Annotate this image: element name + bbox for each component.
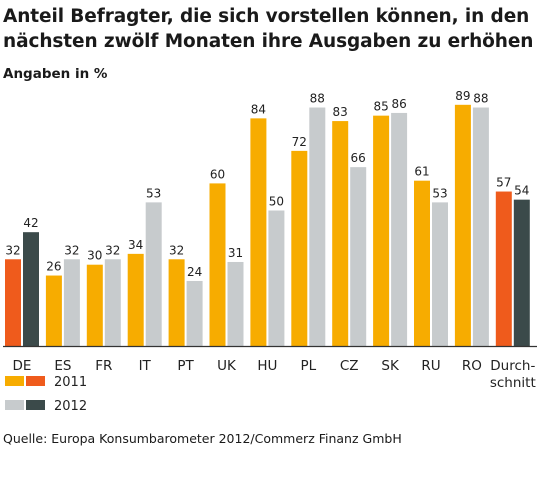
value-label-2012-ro: 88 <box>473 92 488 106</box>
value-label-2011-pt: 32 <box>169 243 184 257</box>
legend-label-2012: 2012 <box>54 399 87 414</box>
value-label-2011-pl: 72 <box>292 135 307 149</box>
value-label-2012-pl: 88 <box>310 92 325 106</box>
category-label-uk: UK <box>217 358 237 374</box>
bar-2011-it <box>127 253 144 346</box>
category-label-sk: SK <box>381 358 400 374</box>
category-label-cz: CZ <box>340 358 359 374</box>
value-label-2011-ru: 61 <box>414 165 429 179</box>
category-label-pt: PT <box>177 358 194 374</box>
value-label-2012-de: 42 <box>23 216 38 230</box>
value-label-2012-it: 53 <box>146 186 161 200</box>
bar-2012-de <box>23 232 39 346</box>
category-label-fr: FR <box>95 358 112 374</box>
value-label-2012-pt: 24 <box>187 265 202 279</box>
value-label-2012-fr: 32 <box>105 243 120 257</box>
category-label-ro: RO <box>462 358 482 374</box>
bar-2012-sk <box>391 112 408 346</box>
bar-2012-ro <box>472 107 489 347</box>
category-label-it: IT <box>139 358 152 374</box>
bar-2012-ru <box>432 202 448 346</box>
bar-2012-cz <box>350 167 367 346</box>
value-label-2011-it: 34 <box>128 238 143 252</box>
bar-2012-fr <box>104 259 121 346</box>
bar-2011-uk <box>209 183 226 346</box>
legend-swatch-2011-b <box>26 376 45 386</box>
bar-2011-fr <box>86 264 103 346</box>
value-label-2011-cz: 83 <box>333 105 348 119</box>
bars-group <box>5 104 530 347</box>
bar-2011-hu <box>250 118 267 346</box>
legend-swatch-2011-a <box>5 376 24 386</box>
value-label-2012-hu: 50 <box>269 195 284 209</box>
bar-2011-sk <box>373 115 390 347</box>
bar-2012-it <box>145 202 162 346</box>
bar-2011-durch-schnitt <box>495 191 512 346</box>
category-label-de: DE <box>13 358 32 374</box>
value-label-2011-es: 26 <box>46 260 61 274</box>
bar-2012-pt <box>186 280 203 346</box>
bar-2012-es <box>63 259 80 346</box>
bar-2011-ru <box>414 180 430 346</box>
value-label-2011-de: 32 <box>5 243 20 257</box>
chart-title: Anteil Befragter, die sich vorstellen kö… <box>3 6 534 52</box>
category-label-durch-schnitt: Durch- <box>490 358 535 374</box>
category-label-durch-schnitt-line2: schnitt <box>490 375 536 391</box>
value-label-2012-ru: 53 <box>432 186 447 200</box>
bar-2011-pl <box>291 150 308 346</box>
category-label-es: ES <box>54 358 71 374</box>
bar-2011-cz <box>332 121 349 346</box>
bar-2012-durch-schnitt <box>513 199 530 346</box>
value-label-2011-hu: 84 <box>251 102 266 116</box>
legend-swatch-2012-a <box>5 400 24 410</box>
bar-2012-hu <box>268 210 285 346</box>
value-label-2012-cz: 66 <box>351 151 366 165</box>
value-label-2012-es: 32 <box>64 243 79 257</box>
value-label-2011-durch-schnitt: 57 <box>496 176 511 190</box>
category-labels-group: DE ES FR IT PT UK HU PL CZ SK RU RO Durch-schnitt <box>13 358 536 391</box>
value-label-2011-sk: 85 <box>373 100 388 114</box>
value-label-2012-sk: 86 <box>391 97 406 111</box>
chart-subtitle: Angaben in % <box>3 66 108 82</box>
bar-2012-pl <box>309 107 326 347</box>
value-label-2011-ro: 89 <box>455 89 470 103</box>
bar-2012-uk <box>227 261 244 346</box>
bar-2011-es <box>45 275 62 346</box>
category-label-ru: RU <box>421 358 440 374</box>
value-label-2011-uk: 60 <box>210 167 225 181</box>
bar-2011-ro <box>454 104 471 346</box>
value-label-2012-durch-schnitt: 54 <box>514 184 529 198</box>
value-label-2011-fr: 30 <box>87 249 102 263</box>
legend: 2011 2012 <box>5 375 87 414</box>
value-label-2012-uk: 31 <box>228 246 243 260</box>
bar-2011-pt <box>168 259 185 346</box>
legend-swatch-2012-b <box>26 400 45 410</box>
category-label-hu: HU <box>257 358 277 374</box>
legend-label-2011: 2011 <box>54 375 87 390</box>
bar-2011-de <box>5 259 21 346</box>
category-label-pl: PL <box>300 358 316 374</box>
source-note: Quelle: Europa Konsumbarometer 2012/Comm… <box>3 431 402 446</box>
